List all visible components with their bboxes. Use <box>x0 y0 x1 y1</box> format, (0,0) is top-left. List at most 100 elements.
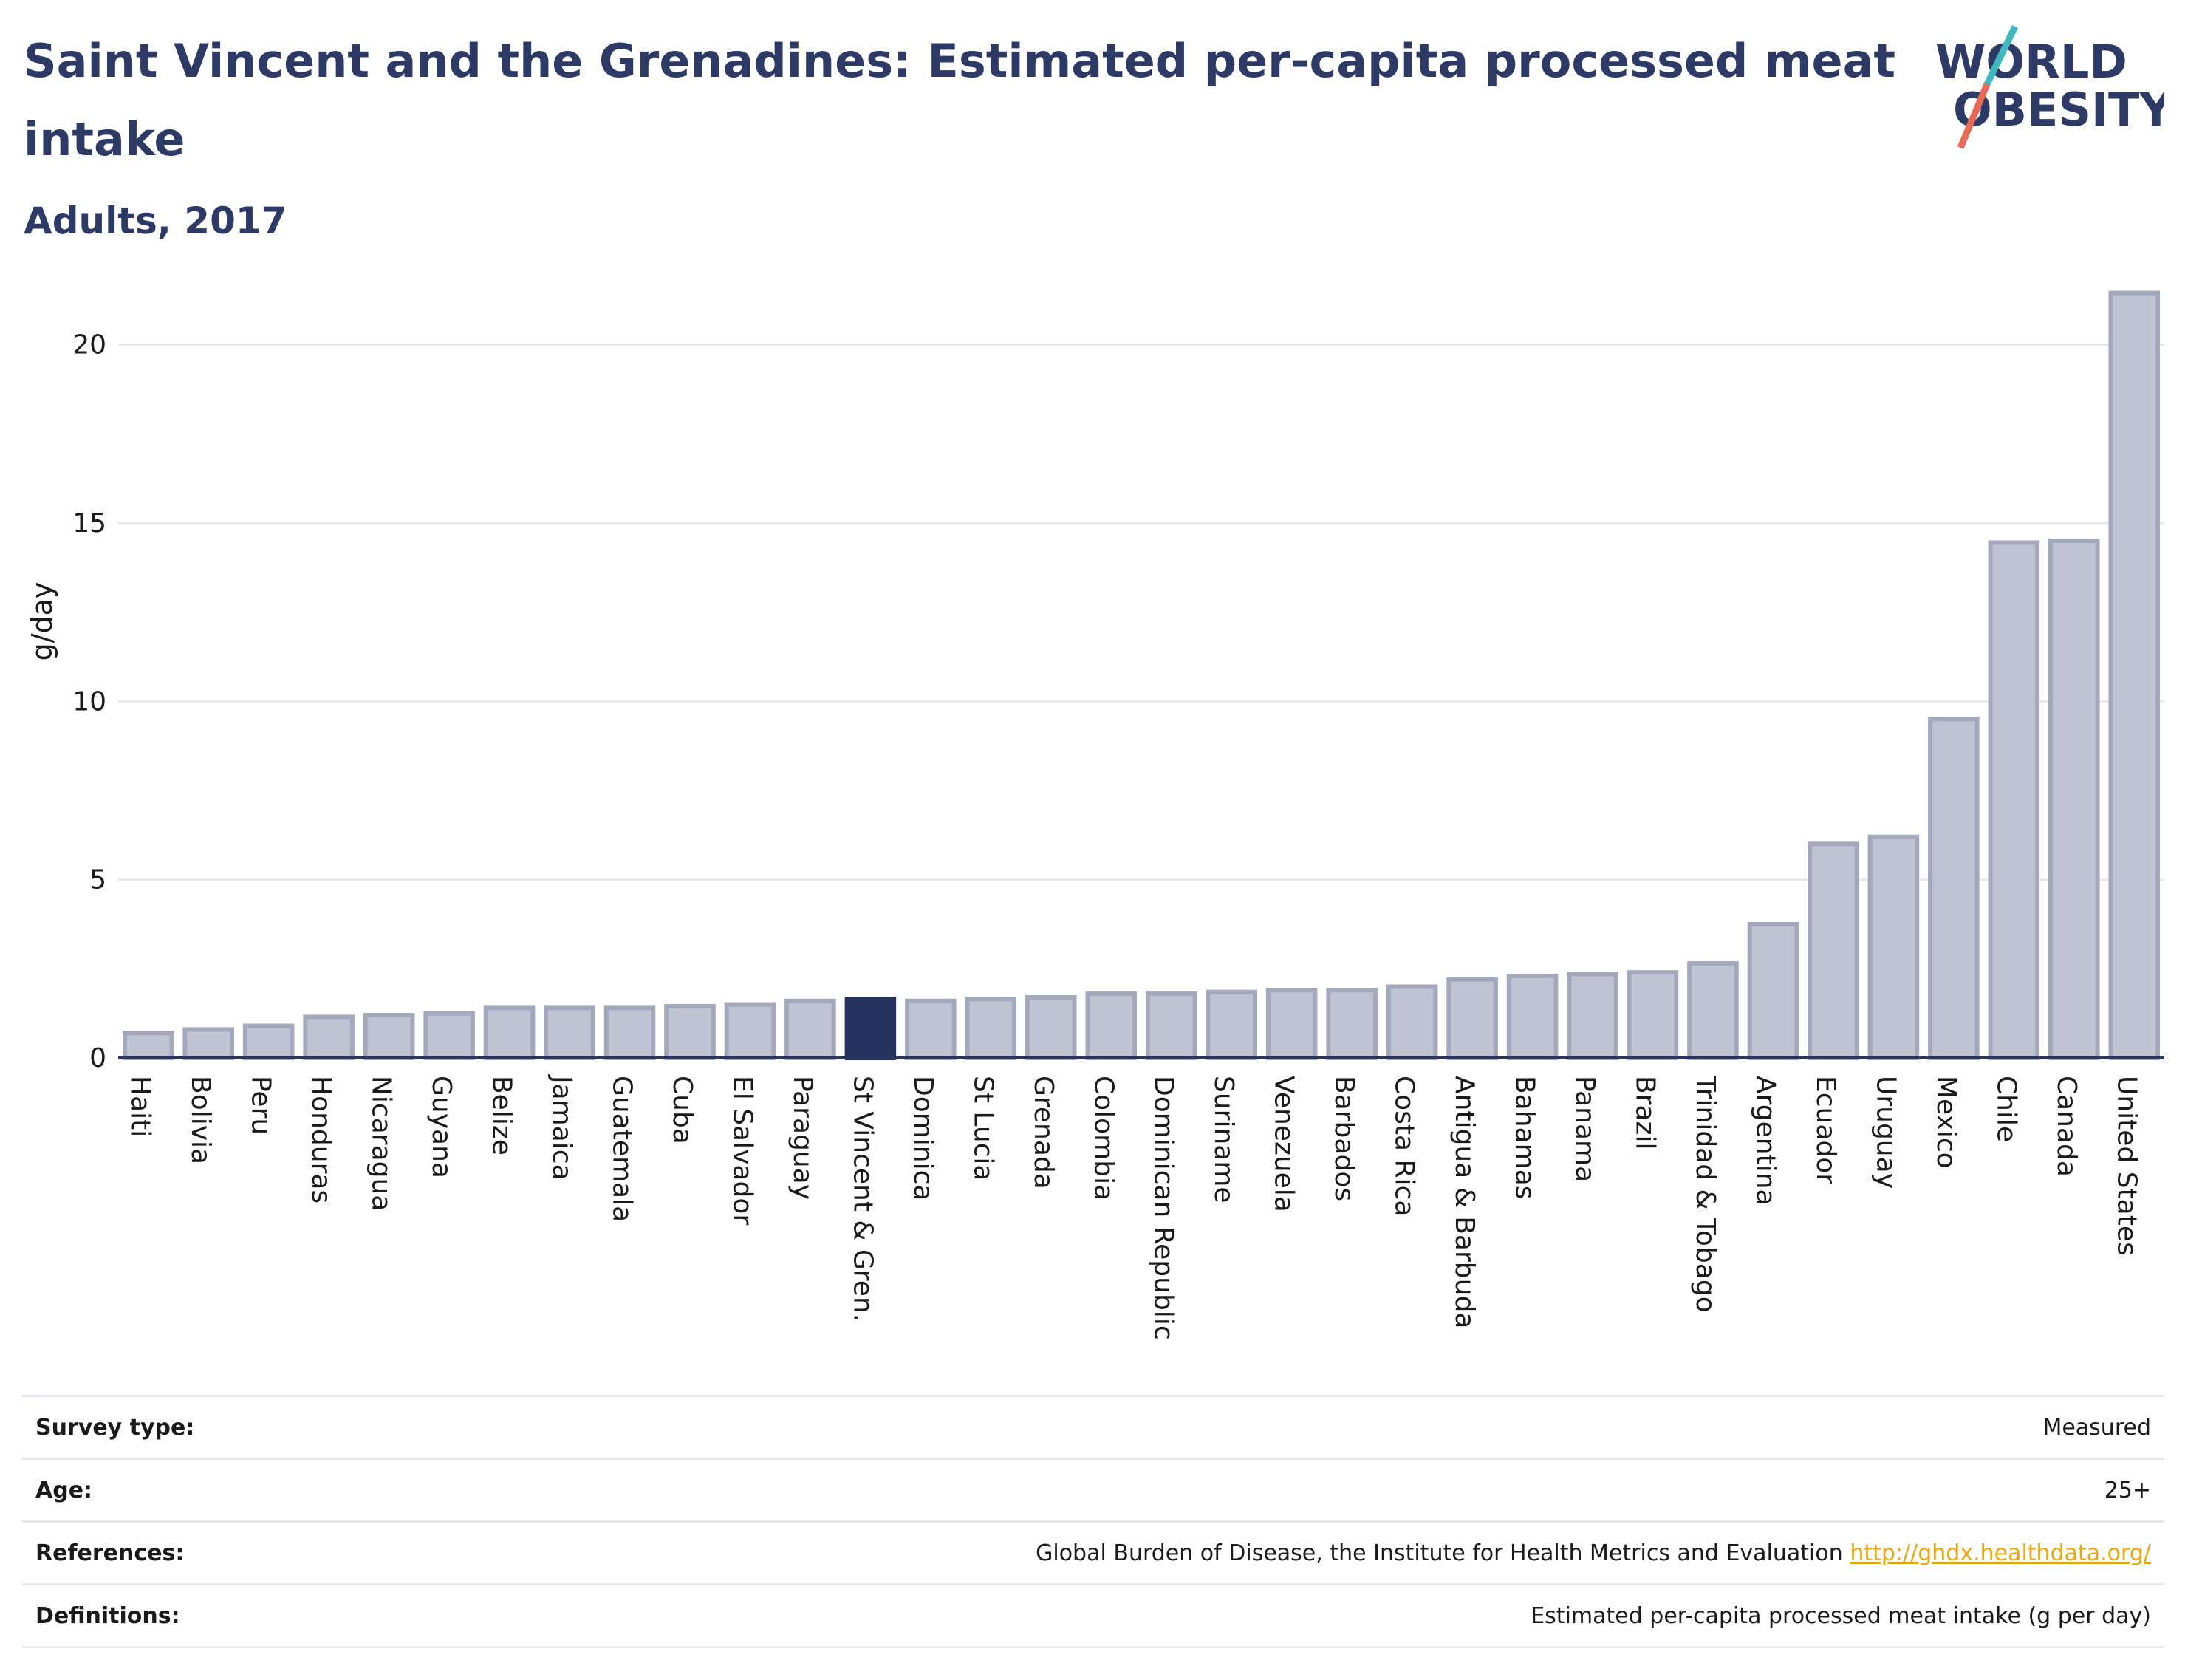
x-category-label: Chile <box>1991 1076 2021 1142</box>
x-axis-labels: Haiti Bolivia Peru Honduras Nicaragua Guyana B… <box>126 1074 2142 1340</box>
bar <box>724 1002 776 1061</box>
x-category-label: Costa Rica <box>1389 1076 1420 1216</box>
x-category-label: Belize <box>487 1076 517 1155</box>
bar <box>1025 994 1077 1061</box>
x-category-label: Jamaica <box>547 1074 577 1181</box>
y-tick-label: 10 <box>72 686 106 717</box>
bar-highlight <box>844 997 897 1060</box>
info-row-definitions: Definitions: Estimated per-capita proces… <box>22 1583 2164 1648</box>
x-category-label: Canada <box>2051 1076 2082 1177</box>
bar <box>1506 973 1559 1061</box>
info-table: Survey type: Measured Age: 25+ Reference… <box>22 1395 2164 1648</box>
bar <box>905 998 957 1061</box>
info-row-age: Age: 25+ <box>22 1458 2164 1522</box>
y-tick-label: 15 <box>72 508 106 539</box>
bar <box>544 1005 595 1061</box>
x-category-label: United States <box>2111 1076 2141 1256</box>
x-category-label: Mexico <box>1931 1076 1961 1169</box>
bar <box>1326 988 1378 1061</box>
bar <box>1988 540 2040 1060</box>
age-label: Age: <box>22 1458 418 1522</box>
references-value-cell: Global Burden of Disease, the Institute … <box>418 1520 2164 1585</box>
chart-subtitle: Adults, 2017 <box>24 199 287 242</box>
bar <box>242 1023 295 1061</box>
x-category-label: Brazil <box>1630 1076 1661 1150</box>
y-axis-ticks: 0 5 10 15 20 <box>72 330 106 1073</box>
bar <box>965 997 1017 1060</box>
x-category-label: Nicaragua <box>366 1076 397 1211</box>
age-value: 25+ <box>418 1458 2164 1522</box>
x-category-label: Guyana <box>426 1076 457 1178</box>
x-category-label: Cuba <box>667 1076 697 1144</box>
logo-line1: WORLD <box>1935 35 2127 89</box>
y-tick-label: 5 <box>89 865 106 895</box>
x-category-label: Barbados <box>1329 1076 1359 1201</box>
bar <box>1627 970 1679 1061</box>
logo-slash-teal <box>1983 25 2019 86</box>
x-category-label: Ecuador <box>1810 1076 1841 1184</box>
bars <box>122 290 2161 1061</box>
bar <box>1808 841 1859 1060</box>
bar <box>1145 991 1197 1061</box>
x-category-label: Uruguay <box>1870 1076 1901 1189</box>
x-category-label: Honduras <box>306 1076 336 1203</box>
survey-type-value: Measured <box>418 1395 2164 1459</box>
bar <box>2108 290 2161 1060</box>
bar <box>1265 988 1318 1061</box>
x-category-label: Antigua & Barbuda <box>1449 1076 1480 1328</box>
chart-title: Saint Vincent and the Grenadines: Estima… <box>24 34 1896 166</box>
x-category-label: Haiti <box>126 1076 156 1137</box>
bar <box>182 1027 234 1061</box>
x-category-label: Argentina <box>1750 1076 1780 1206</box>
definitions-label: Definitions: <box>22 1583 418 1648</box>
bar <box>1386 984 1438 1061</box>
x-category-label: Dominica <box>908 1076 938 1201</box>
world-obesity-logo: WORLD OBESITY <box>1935 25 2164 149</box>
bar <box>1747 921 1799 1061</box>
bar <box>2048 539 2100 1060</box>
bar <box>603 1005 656 1061</box>
y-tick-label: 20 <box>72 330 106 361</box>
bar <box>483 1005 536 1061</box>
x-category-label: Colombia <box>1088 1076 1118 1201</box>
x-category-label: St Vincent & Gren. <box>847 1076 878 1322</box>
bar <box>1085 991 1138 1061</box>
x-category-label: Venezuela <box>1269 1076 1299 1212</box>
bar <box>1446 977 1498 1061</box>
logo-line2: OBESITY <box>1953 83 2164 137</box>
survey-type-label: Survey type: <box>22 1395 418 1459</box>
bar <box>363 1013 415 1061</box>
x-category-label: Suriname <box>1208 1076 1239 1203</box>
bar <box>1867 834 1920 1061</box>
bar <box>423 1011 475 1060</box>
references-text: Global Burden of Disease, the Institute … <box>1036 1540 1843 1566</box>
x-category-label: Dominican Republic <box>1149 1076 1179 1340</box>
bar <box>1687 961 1739 1060</box>
info-row-survey-type: Survey type: Measured <box>22 1395 2164 1459</box>
x-category-label: Bolivia <box>185 1076 216 1164</box>
bar <box>122 1031 174 1061</box>
y-tick-label: 0 <box>89 1043 106 1073</box>
bar <box>784 998 836 1061</box>
x-category-label: Grenada <box>1028 1076 1059 1189</box>
definitions-value: Estimated per-capita processed meat inta… <box>418 1583 2164 1648</box>
bar <box>303 1014 355 1060</box>
bar <box>1567 972 1618 1060</box>
x-category-label: El Salvador <box>727 1076 757 1225</box>
bar <box>664 1004 716 1060</box>
x-category-label: St Lucia <box>968 1076 998 1181</box>
references-label: References: <box>22 1520 418 1585</box>
x-category-label: Bahamas <box>1510 1076 1540 1200</box>
bar-chart: 0 5 10 15 20 Haiti Bolivia Peru Honduras Nicarag… <box>26 290 2164 1340</box>
x-category-label: Peru <box>246 1076 276 1135</box>
x-category-label: Panama <box>1570 1076 1600 1182</box>
x-category-label: Paraguay <box>787 1076 818 1200</box>
x-category-label: Guatemala <box>607 1076 637 1222</box>
y-axis-title: g/day <box>26 582 58 661</box>
info-row-references: References: Global Burden of Disease, th… <box>22 1520 2164 1585</box>
references-link[interactable]: http://ghdx.healthdata.org/ <box>1850 1540 2151 1566</box>
bar <box>1206 989 1257 1060</box>
x-category-label: Trinidad & Tobago <box>1690 1075 1720 1313</box>
gridlines <box>118 344 2164 881</box>
logo-slash-coral <box>1957 83 1991 149</box>
